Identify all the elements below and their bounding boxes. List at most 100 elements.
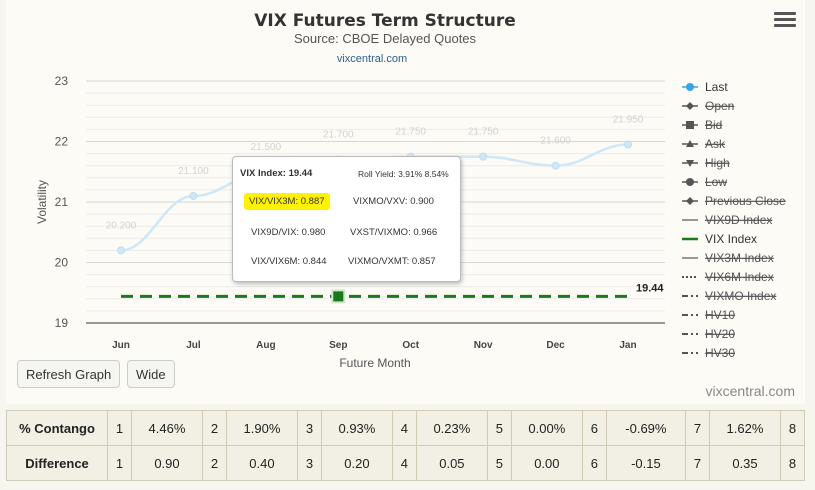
vix-index-end-label: 19.44 — [636, 282, 664, 294]
legend-label: High — [705, 156, 730, 170]
month-index-cell: 2 — [201, 410, 227, 446]
table-row: % Contango 1 4.46% 2 1.90% 3 0.93% 4 0.23% 5 0.00%… — [6, 410, 805, 446]
row-header: % Contango — [6, 410, 108, 446]
tooltip-vix-vix3m: VIX/VIX3M: 0.887 — [244, 193, 330, 210]
source-link[interactable]: vixcentral.com — [337, 53, 407, 65]
last-series-data-label: 20.200 — [106, 220, 137, 231]
legend-label: HV30 — [705, 346, 735, 360]
last-series-data-label: 21.600 — [540, 136, 571, 147]
value-cell: 0.05 — [415, 445, 488, 481]
y-tick-label: 23 — [55, 74, 69, 88]
value-cell: -0.15 — [605, 445, 686, 481]
x-tick-label: Jun — [112, 340, 130, 351]
legend-item[interactable]: HV10 — [682, 308, 735, 322]
month-index-cell: 7 — [684, 445, 710, 481]
last-series-point[interactable] — [189, 191, 198, 200]
tooltip: VIX Index: 19.44 Roll Yield: 3.91% 8.54%… — [232, 156, 461, 282]
month-index-cell: 6 — [581, 445, 607, 481]
month-index-cell: 8 — [780, 445, 805, 481]
legend-item[interactable]: VIXMO Index — [682, 289, 776, 303]
legend-item[interactable]: High — [682, 156, 730, 170]
x-tick-label: Nov — [474, 340, 493, 351]
x-tick-label: Sep — [329, 340, 347, 351]
legend-label: VIXMO Index — [705, 289, 776, 303]
legend-item[interactable]: HV30 — [682, 346, 735, 360]
month-index-cell: 5 — [486, 445, 512, 481]
legend-label: VIX9D Index — [705, 213, 772, 227]
value-cell: 0.20 — [320, 445, 393, 481]
value-cell: 0.93% — [320, 410, 393, 446]
refresh-graph-button[interactable]: Refresh Graph — [17, 360, 121, 388]
legend-item[interactable]: VIX6M Index — [682, 270, 774, 284]
last-series-point[interactable] — [479, 152, 488, 161]
legend-label: Previous Close — [705, 194, 786, 208]
legend-item[interactable]: Ask — [682, 137, 726, 151]
legend-item[interactable]: VIX Index — [682, 232, 757, 246]
y-tick-label: 22 — [55, 135, 69, 149]
month-index-cell: 7 — [684, 410, 710, 446]
legend-label: Open — [705, 99, 734, 113]
value-cell: 0.35 — [708, 445, 782, 481]
legend-item[interactable]: VIX9D Index — [682, 213, 772, 227]
y-tick-label: 19 — [55, 316, 69, 330]
last-series-data-label: 21.950 — [613, 115, 644, 126]
legend-marker-circle — [686, 83, 694, 91]
value-cell: 4.46% — [131, 410, 203, 446]
tooltip-vxst-vixmo: VXST/VIXMO: 0.966 — [350, 227, 438, 238]
last-series-point[interactable] — [624, 140, 632, 149]
hamburger-menu-icon[interactable] — [774, 12, 796, 30]
table-row: Difference 1 0.90 2 0.40 3 0.20 4 0.05 5 0.00 6 -0.1… — [6, 445, 805, 481]
legend-label: VIX6M Index — [705, 270, 774, 284]
legend-item[interactable]: Low — [682, 175, 727, 189]
x-axis-ticks: Jun Jul Aug Sep Oct Nov Dec Jan — [112, 340, 637, 351]
legend-item[interactable]: Open — [682, 99, 734, 113]
month-index-cell: 3 — [296, 445, 322, 481]
x-tick-label: Jul — [186, 340, 201, 351]
value-cell: 0.00 — [510, 445, 583, 481]
y-axis-ticks: 19 20 21 22 23 — [55, 74, 69, 330]
legend-item[interactable]: Last — [682, 80, 728, 94]
tooltip-vix-vix6m: VIX/VIX6M: 0.844 — [251, 256, 327, 267]
legend-label: HV20 — [705, 327, 735, 341]
y-tick-label: 20 — [55, 256, 69, 270]
month-index-cell: 8 — [780, 410, 805, 446]
month-index-cell: 3 — [296, 410, 322, 446]
chart-subtitle: Source: CBOE Delayed Quotes — [294, 31, 477, 46]
legend-marker-triangle-down — [686, 160, 694, 167]
value-cell: 1.90% — [225, 410, 298, 446]
legend-label: HV10 — [705, 308, 735, 322]
legend-item[interactable]: VIX3M Index — [682, 251, 774, 265]
chart-credit[interactable]: vixcentral.com — [706, 383, 795, 399]
wide-button[interactable]: Wide — [127, 360, 175, 388]
tooltip-vix9d-vix: VIX9D/VIX: 0.980 — [251, 227, 326, 238]
legend-item[interactable]: HV20 — [682, 327, 735, 341]
tooltip-vix-index: VIX Index: 19.44 — [240, 168, 313, 179]
x-tick-label: Oct — [402, 340, 419, 351]
month-index-cell: 1 — [107, 410, 132, 446]
legend-label: VIX3M Index — [705, 251, 774, 265]
value-cell: -0.69% — [605, 410, 686, 446]
x-tick-label: Jan — [619, 340, 636, 351]
legend-item[interactable]: Previous Close — [682, 194, 786, 208]
vix-index-marker[interactable] — [331, 289, 346, 304]
legend-marker-diamond — [686, 197, 694, 205]
legend-label: VIX Index — [705, 232, 757, 246]
x-tick-label: Aug — [256, 340, 275, 351]
chart-title: VIX Futures Term Structure — [254, 11, 516, 31]
last-series-point[interactable] — [551, 161, 560, 170]
month-index-cell: 5 — [486, 410, 512, 446]
legend-marker-diamond — [686, 102, 694, 110]
month-index-cell: 4 — [391, 445, 417, 481]
last-series-point[interactable] — [117, 246, 125, 255]
last-series-data-label: 21.500 — [251, 142, 282, 153]
value-cell: 0.00% — [510, 410, 583, 446]
legend-label: Bid — [705, 118, 722, 132]
month-index-cell: 2 — [201, 445, 227, 481]
chart-panel: VIX Futures Term Structure Source: CBOE … — [6, 0, 805, 404]
tooltip-vixmo-vxv: VIXMO/VXV: 0.900 — [353, 196, 434, 207]
legend-item[interactable]: Bid — [682, 118, 722, 132]
x-tick-label: Dec — [546, 340, 565, 351]
month-index-cell: 6 — [581, 410, 607, 446]
stats-table: % Contango 1 4.46% 2 1.90% 3 0.93% 4 0.23% 5 0.00%… — [6, 410, 805, 481]
legend-label: Low — [705, 175, 727, 189]
